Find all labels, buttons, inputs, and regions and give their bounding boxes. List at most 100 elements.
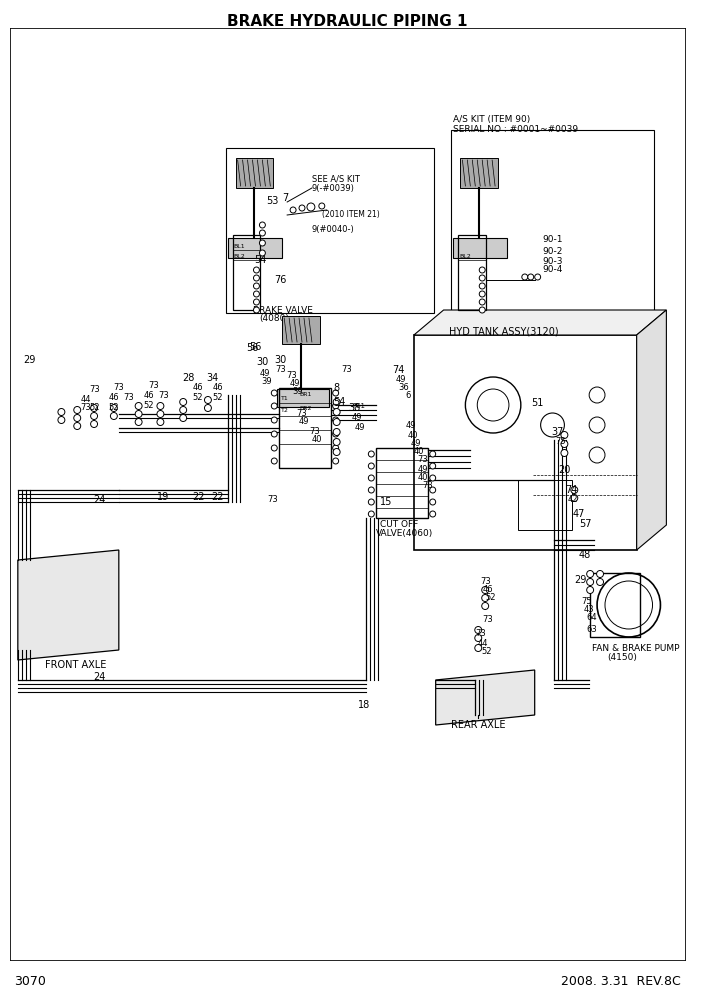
- Circle shape: [369, 463, 374, 469]
- Text: 49: 49: [299, 417, 310, 426]
- Text: 49: 49: [396, 376, 406, 385]
- Text: 46: 46: [109, 393, 119, 402]
- Text: 3070: 3070: [14, 975, 46, 988]
- Bar: [590, 573, 640, 637]
- Circle shape: [299, 205, 305, 211]
- Text: 52: 52: [143, 401, 154, 410]
- Circle shape: [260, 230, 265, 236]
- Text: 73: 73: [418, 455, 428, 464]
- Circle shape: [271, 445, 277, 451]
- Text: 49: 49: [418, 465, 428, 474]
- Text: 28: 28: [182, 373, 194, 383]
- Bar: [227, 238, 282, 258]
- Circle shape: [74, 423, 81, 430]
- Circle shape: [135, 411, 142, 418]
- Circle shape: [180, 407, 187, 414]
- Circle shape: [430, 451, 436, 457]
- Text: BRAKE HYDRAULIC PIPING 1: BRAKE HYDRAULIC PIPING 1: [227, 14, 468, 29]
- Text: 7: 7: [282, 193, 289, 203]
- Text: 56: 56: [249, 342, 262, 352]
- Bar: [518, 480, 572, 530]
- Circle shape: [271, 403, 277, 409]
- Text: 73: 73: [310, 427, 320, 435]
- Circle shape: [333, 445, 338, 451]
- Circle shape: [479, 299, 485, 305]
- Text: BL2: BL2: [234, 255, 246, 260]
- Text: 30: 30: [256, 357, 269, 367]
- Circle shape: [430, 499, 436, 505]
- Text: BL1: BL1: [234, 244, 245, 250]
- Circle shape: [369, 451, 374, 457]
- Circle shape: [475, 627, 482, 634]
- Text: 90-4: 90-4: [543, 266, 563, 275]
- Bar: [279, 388, 331, 468]
- Circle shape: [253, 283, 260, 289]
- Text: 49: 49: [351, 414, 362, 423]
- Circle shape: [430, 475, 436, 481]
- Text: 40: 40: [408, 431, 418, 439]
- Text: 51: 51: [531, 398, 544, 408]
- Circle shape: [74, 407, 81, 414]
- Text: 40: 40: [418, 473, 428, 482]
- Polygon shape: [461, 158, 498, 188]
- Text: 73: 73: [148, 382, 159, 391]
- Text: 73: 73: [297, 409, 307, 418]
- Text: 52: 52: [213, 394, 223, 403]
- Circle shape: [58, 417, 65, 424]
- Text: SEE A/S KIT: SEE A/S KIT: [312, 175, 360, 184]
- Circle shape: [587, 570, 594, 577]
- Bar: [232, 235, 260, 310]
- Text: BR2: BR2: [299, 407, 312, 412]
- Text: 90-3: 90-3: [543, 257, 563, 266]
- Circle shape: [482, 586, 489, 593]
- Circle shape: [369, 475, 374, 481]
- Circle shape: [587, 586, 594, 593]
- Circle shape: [135, 419, 142, 426]
- Circle shape: [479, 283, 485, 289]
- Text: 52: 52: [90, 404, 100, 413]
- Text: (4150): (4150): [607, 653, 637, 662]
- Text: PS1: PS1: [352, 403, 366, 409]
- Text: 48: 48: [578, 550, 590, 560]
- Circle shape: [561, 440, 568, 447]
- Circle shape: [271, 458, 277, 464]
- Circle shape: [74, 415, 81, 422]
- Text: 52: 52: [486, 593, 496, 602]
- Text: 52: 52: [481, 648, 491, 657]
- Circle shape: [333, 429, 340, 435]
- Circle shape: [319, 203, 325, 209]
- Circle shape: [110, 413, 117, 420]
- Text: 9(-#0039): 9(-#0039): [312, 184, 355, 193]
- Text: 73: 73: [114, 384, 124, 393]
- Text: BRAKE VALVE: BRAKE VALVE: [253, 306, 313, 315]
- Text: 73: 73: [267, 495, 278, 505]
- Polygon shape: [436, 670, 535, 725]
- Circle shape: [430, 487, 436, 493]
- Circle shape: [522, 274, 528, 280]
- Circle shape: [253, 267, 260, 273]
- Text: HYD TANK ASSY(3120): HYD TANK ASSY(3120): [449, 327, 558, 337]
- Text: 75: 75: [555, 437, 566, 446]
- Circle shape: [333, 438, 340, 445]
- Text: 75: 75: [581, 597, 592, 606]
- Circle shape: [369, 511, 374, 517]
- Text: 52: 52: [193, 394, 204, 403]
- Circle shape: [271, 417, 277, 423]
- Text: 49: 49: [355, 424, 364, 433]
- Text: 36: 36: [399, 384, 409, 393]
- Text: 90-1: 90-1: [543, 234, 563, 243]
- Circle shape: [571, 494, 578, 502]
- Circle shape: [561, 432, 568, 438]
- Circle shape: [479, 291, 485, 297]
- Circle shape: [482, 602, 489, 609]
- Text: 74: 74: [392, 365, 404, 375]
- Text: 73: 73: [423, 481, 433, 490]
- Circle shape: [430, 463, 436, 469]
- Text: 52: 52: [109, 403, 119, 412]
- Bar: [414, 335, 637, 550]
- Text: 73: 73: [483, 615, 494, 625]
- Text: 40: 40: [413, 447, 424, 456]
- Polygon shape: [236, 158, 273, 188]
- Text: 30: 30: [274, 355, 286, 365]
- Text: (2010 ITEM 21): (2010 ITEM 21): [322, 210, 380, 219]
